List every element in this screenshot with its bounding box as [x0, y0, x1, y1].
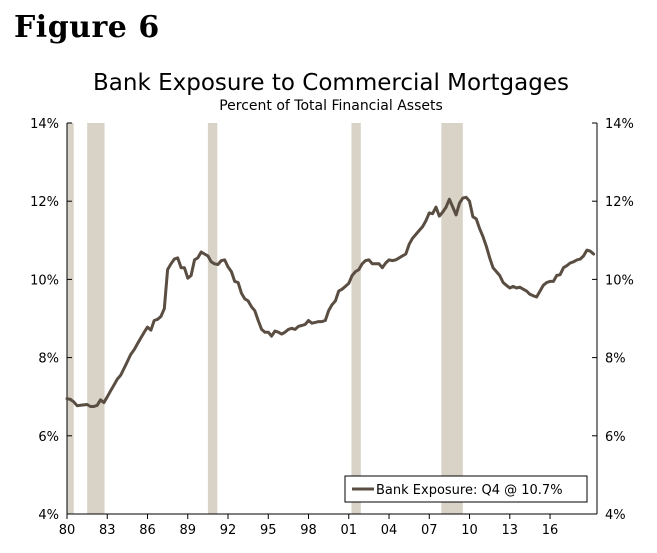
y-tick-label-left: 4% — [38, 508, 59, 523]
recession-band — [207, 123, 218, 514]
y-tick-label-right: 6% — [605, 430, 626, 445]
y-tick-label-left: 14% — [30, 117, 59, 132]
x-tick-label: 10 — [461, 523, 478, 538]
x-tick-label: 01 — [340, 523, 357, 538]
series-line — [65, 195, 596, 408]
y-tick-label-left: 8% — [38, 352, 59, 367]
x-tick-label: 98 — [300, 523, 317, 538]
legend-label: Bank Exposure: Q4 @ 10.7% — [376, 483, 563, 498]
axes: 4% 4% 6% 6% 8% 8% 10% 10% 12% 12% 14% 14% 80 83 86 89 92… — [30, 117, 634, 538]
x-tick-label: 07 — [421, 523, 438, 538]
x-tick-label: 13 — [502, 523, 519, 538]
legend: Bank Exposure: Q4 @ 10.7% — [344, 475, 588, 503]
x-tick-label: 80 — [59, 523, 76, 538]
figure-label: Figure 6 — [14, 10, 160, 45]
y-tick-label-left: 12% — [30, 195, 59, 210]
y-tick-label-right: 10% — [605, 273, 634, 288]
x-tick-label: 04 — [381, 523, 398, 538]
y-tick-label-right: 8% — [605, 352, 626, 367]
x-tick-label: 16 — [542, 523, 559, 538]
chart-title: Bank Exposure to Commercial Mortgages — [93, 70, 569, 96]
x-tick-label: 83 — [99, 523, 116, 538]
legend-box — [344, 475, 588, 503]
x-tick-label: 89 — [179, 523, 196, 538]
recession-band — [351, 123, 361, 514]
x-tick-label: 92 — [220, 523, 237, 538]
series-lines — [65, 195, 596, 408]
y-tick-label-left: 6% — [38, 430, 59, 445]
recession-band — [87, 123, 105, 514]
y-tick-label-right: 12% — [605, 195, 634, 210]
recession-band — [441, 123, 463, 514]
recession-band — [67, 123, 74, 514]
y-tick-label-right: 14% — [605, 117, 634, 132]
x-tick-label: 86 — [139, 523, 156, 538]
y-tick-label-right: 4% — [605, 508, 626, 523]
y-tick-label-left: 10% — [30, 273, 59, 288]
recession-bands — [67, 123, 463, 514]
chart-subtitle: Percent of Total Financial Assets — [219, 98, 443, 114]
x-tick-label: 95 — [260, 523, 277, 538]
